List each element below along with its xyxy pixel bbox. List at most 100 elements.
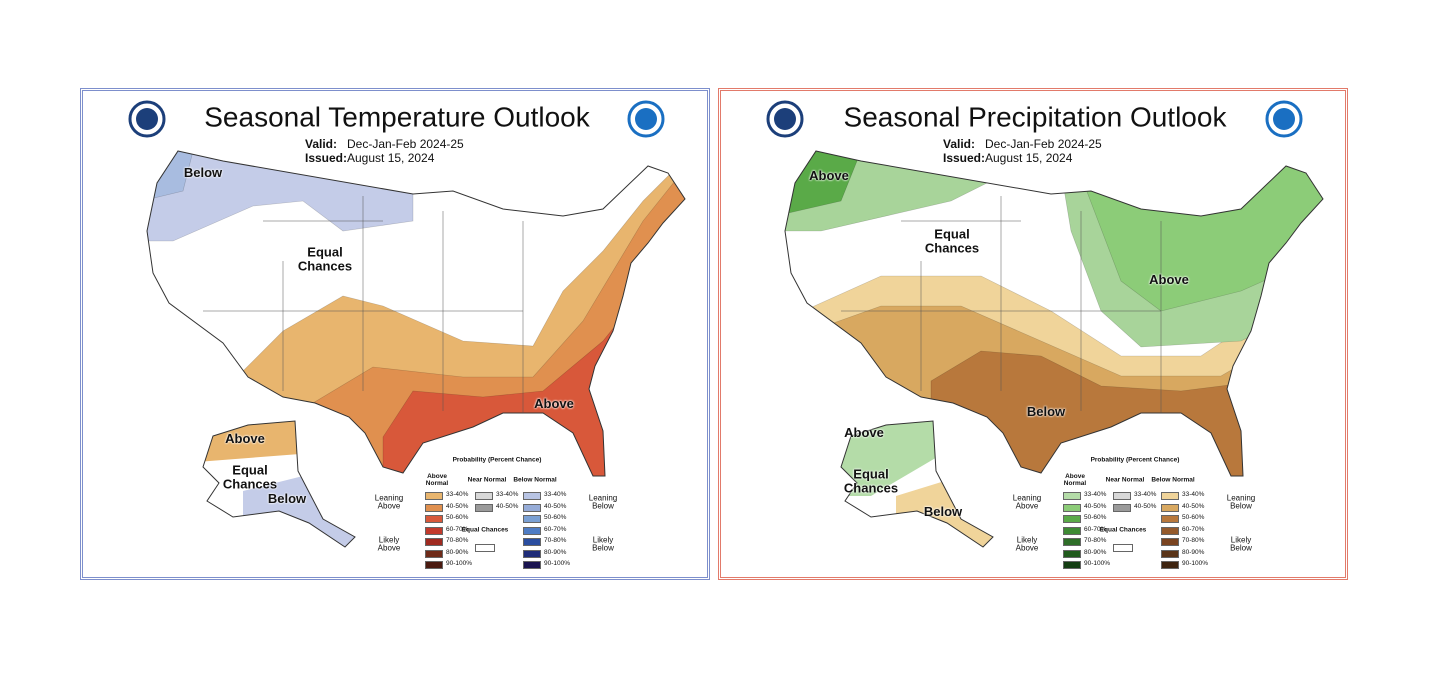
legend-swatch	[1161, 503, 1179, 512]
legend-title: Probability (Percent Chance)	[1090, 456, 1180, 464]
legend-swatch	[1063, 492, 1081, 500]
panel-title: Seasonal Precipitation Outlook	[843, 101, 1227, 133]
legend-range: 70-80%	[1182, 537, 1205, 544]
us-outline	[146, 150, 686, 477]
legend-group: Likely Below	[592, 535, 614, 553]
legend-range: 60-70%	[446, 525, 469, 533]
temperature-panel: Seasonal Temperature Outlook Valid: Dec-Ja…	[80, 88, 710, 580]
legend-range: 70-80%	[544, 537, 567, 544]
us-outline	[784, 150, 1324, 477]
legend-range: 90-100%	[544, 560, 571, 567]
legend-swatch	[425, 549, 443, 558]
legend-swatch	[1161, 492, 1179, 500]
legend-column-header: Below Normal	[513, 476, 557, 484]
valid-date: Dec-Jan-Feb 2024-25	[347, 137, 464, 151]
legend-column-header: Below Normal	[1151, 476, 1195, 484]
legend-range: 40-50%	[1134, 502, 1157, 510]
logo-inner	[774, 108, 796, 130]
legend-range: 50-60%	[1084, 514, 1107, 521]
alaska-outline	[202, 420, 356, 548]
logo-inner	[136, 108, 158, 130]
legend-swatch	[475, 544, 495, 552]
legend-swatch	[523, 549, 541, 558]
precipitation-panel: Seasonal Precipitation Outlook Valid: Dec-…	[718, 88, 1348, 580]
legend-swatch	[1063, 515, 1081, 523]
legend-range: 40-50%	[1084, 502, 1107, 510]
legend-swatch	[425, 503, 443, 512]
issued-date: August 15, 2024	[985, 151, 1073, 165]
legend-range: 90-100%	[1182, 560, 1209, 567]
region-label: Above	[809, 168, 849, 184]
issued-date: August 15, 2024	[347, 151, 435, 165]
legend-swatch	[425, 526, 443, 535]
legend-range: 90-100%	[446, 560, 473, 567]
map	[128, 100, 686, 548]
legend-column-header: Above Normal	[1063, 473, 1087, 487]
region-label: Equal Chances	[924, 226, 980, 255]
legend-swatch	[1063, 561, 1081, 569]
region-label: Equal Chances	[222, 462, 278, 491]
outlook-zone	[147, 151, 414, 242]
region-label: Above	[225, 431, 265, 447]
legend-range: 33-40%	[544, 491, 567, 498]
legend-range: 80-90%	[446, 548, 469, 556]
legend-column-header: Near Normal	[467, 476, 507, 484]
legend-swatch	[1113, 492, 1131, 500]
valid-date: Dec-Jan-Feb 2024-25	[985, 137, 1102, 151]
issued-label: Issued:	[943, 151, 986, 165]
legend-range: 40-50%	[1182, 502, 1205, 510]
legend-group: Likely Above	[1015, 535, 1039, 553]
legend-column-header: Above Normal	[425, 473, 449, 487]
valid-label: Valid:	[305, 137, 338, 151]
legend-range: 60-70%	[1084, 525, 1107, 533]
legend-range: 33-40%	[1084, 491, 1107, 498]
legend-range: 33-40%	[1134, 491, 1157, 498]
alaska-outline	[840, 420, 994, 548]
legend-range: 80-90%	[544, 548, 567, 556]
legend-title: Probability (Percent Chance)	[452, 456, 542, 464]
legend-swatch	[1063, 526, 1081, 535]
legend-range: 50-60%	[544, 514, 567, 521]
legend-swatch	[1161, 549, 1179, 558]
legend-group: Likely Below	[1230, 535, 1252, 553]
valid-label: Valid:	[943, 137, 976, 151]
legend-swatch	[1063, 549, 1081, 558]
legend-group: Leaning Above	[1012, 493, 1042, 511]
legend-swatch	[1161, 526, 1179, 535]
map	[766, 100, 1324, 548]
legend-range: 60-70%	[544, 525, 567, 533]
legend-range: 50-60%	[446, 514, 469, 521]
legend-range: 50-60%	[1182, 514, 1205, 521]
legend-group: Leaning Below	[1226, 493, 1256, 511]
region-label: Equal Chances	[297, 244, 353, 273]
legend-swatch	[523, 526, 541, 535]
legend-swatch	[1161, 561, 1179, 569]
legend-range: 70-80%	[446, 537, 469, 544]
legend-swatch	[475, 492, 493, 500]
legend-swatch	[425, 538, 443, 546]
legend-column-header: Near Normal	[1105, 476, 1145, 484]
legend-range: 80-90%	[1182, 548, 1205, 556]
legend-swatch	[523, 492, 541, 500]
legend-range: 40-50%	[544, 502, 567, 510]
legend-swatch	[425, 492, 443, 500]
legend-swatch	[1063, 503, 1081, 512]
legend-swatch	[1113, 503, 1131, 512]
logo-inner	[635, 108, 657, 130]
panel-title: Seasonal Temperature Outlook	[204, 101, 590, 133]
legend-range: 33-40%	[446, 491, 469, 498]
legend-range: 40-50%	[496, 502, 519, 510]
equal-chances-label: Equal Chances	[461, 526, 509, 534]
legend-swatch	[425, 561, 443, 569]
legend-swatch	[1113, 544, 1133, 552]
legend-range: 80-90%	[1084, 548, 1107, 556]
legend-range: 33-40%	[1182, 491, 1205, 498]
legend-swatch	[475, 503, 493, 512]
legend-swatch	[1063, 538, 1081, 546]
legend-group: Leaning Above	[374, 493, 404, 511]
legend-swatch	[523, 561, 541, 569]
legend-swatch	[1161, 538, 1179, 546]
region-label: Below	[1026, 404, 1066, 420]
legend-group: Leaning Below	[588, 493, 618, 511]
